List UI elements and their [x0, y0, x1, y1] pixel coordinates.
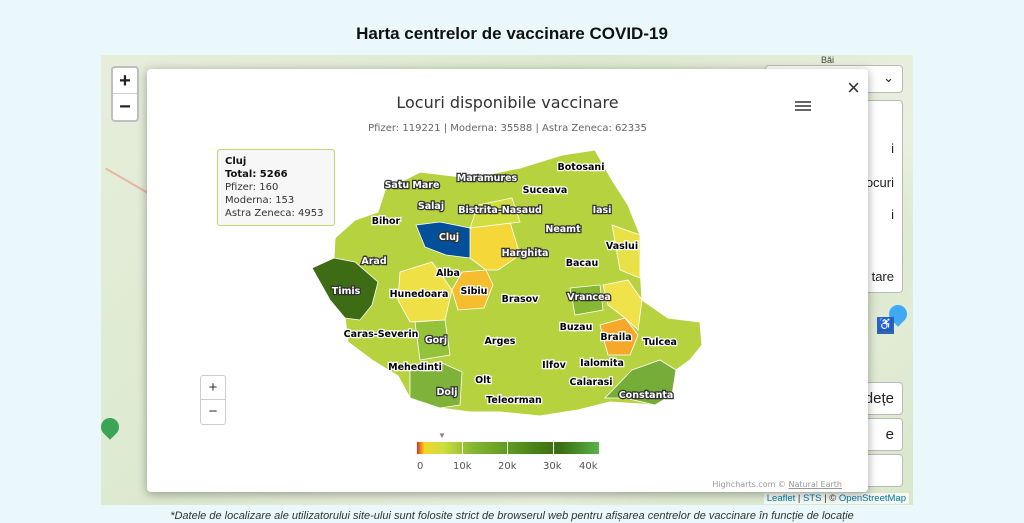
region-label: Neamt: [545, 224, 581, 235]
region-label: Ialomita: [580, 358, 624, 369]
legend-tick: 20k: [498, 461, 517, 472]
region-galati[interactable]: [602, 279, 643, 331]
tooltip-region: Cluj: [225, 156, 247, 167]
info-text: i: [891, 141, 894, 156]
tooltip-pfizer: Pfizer: 160: [225, 182, 279, 193]
natural-earth-link[interactable]: Natural Earth: [788, 480, 842, 489]
region-label: Ilfov: [542, 360, 566, 371]
accessibility-icon: ♿: [877, 317, 894, 334]
region-label: Sibiu: [461, 286, 488, 297]
region-label: Iasi: [593, 205, 612, 216]
leaflet-link[interactable]: Leaflet: [766, 493, 796, 504]
button-label: e: [885, 426, 894, 443]
map-marker-pin[interactable]: [101, 414, 123, 440]
region-vrancea[interactable]: [569, 284, 604, 316]
info-text: tare: [871, 269, 894, 284]
region-label: Botosani: [558, 162, 605, 173]
legend-tick: 0: [417, 461, 424, 472]
region-label: Teleorman: [486, 395, 542, 406]
region-label: Calarasi: [569, 377, 612, 388]
region-vaslui[interactable]: [611, 224, 641, 279]
region-label: Olt: [475, 375, 491, 386]
region-label: Maramures: [457, 173, 518, 184]
chart-subtitle: Pfizer: 119221 | Moderna: 35588 | Astra …: [368, 123, 647, 134]
credits-text: Highcharts.com ©: [712, 480, 789, 489]
region-label: Buzau: [560, 322, 593, 333]
region-gorj[interactable]: [414, 319, 451, 361]
legend-tick: 10k: [453, 461, 472, 472]
map-zoom-in-button[interactable]: +: [113, 68, 137, 94]
region-timis[interactable]: [311, 257, 379, 321]
chart-credits[interactable]: Highcharts.com © Natural Earth: [712, 480, 842, 489]
region-label: Arad: [361, 256, 386, 267]
region-dolj[interactable]: [409, 361, 463, 409]
tooltip-moderna: Moderna: 153: [225, 195, 295, 206]
footer-note: *Datele de localizare ale utilizatorului…: [170, 510, 854, 522]
region-label: Gorj: [425, 335, 447, 346]
region-label: Suceava: [523, 185, 568, 196]
region-label: Caras-Severin: [344, 329, 419, 340]
map-attribution: Leaflet | STS | © OpenStreetMap: [763, 493, 909, 504]
legend-marker-icon: ▼: [438, 431, 446, 440]
region-label: Bihor: [372, 216, 401, 227]
info-text: ocuri: [865, 175, 894, 190]
region-braila[interactable]: [599, 317, 639, 356]
region-label: Cluj: [439, 232, 459, 243]
region-label: Hunedoara: [390, 289, 449, 300]
region-label: Harghita: [502, 248, 549, 259]
region-label: Timis: [332, 286, 361, 297]
map-zoom-control: + −: [111, 66, 139, 122]
legend-tick: 30k: [543, 461, 562, 472]
region-sibiu[interactable]: [451, 269, 494, 311]
region-label: Vaslui: [606, 241, 638, 252]
button-label: dețe: [864, 390, 894, 407]
tooltip-total: Total: 5266: [225, 169, 288, 180]
region-label: Alba: [436, 268, 460, 279]
osm-link[interactable]: OpenStreetMap: [838, 493, 906, 504]
romania-map[interactable]: Botosani Suceava Maramures Satu Mare Salaj Bi…: [147, 69, 868, 492]
region-label: Brasov: [502, 294, 540, 305]
tooltip-astra: Astra Zeneca: 4953: [225, 208, 324, 219]
region-label: Mehedinti: [388, 362, 442, 373]
chevron-down-icon: ⌄: [883, 70, 894, 85]
region-label: Braila: [600, 332, 631, 343]
chart-zoom-in-button[interactable]: +: [201, 376, 225, 400]
page-title: Harta centrelor de vaccinare COVID-19: [356, 24, 668, 43]
region-label: Tulcea: [643, 337, 677, 348]
region-label: Salaj: [418, 201, 444, 212]
region-bistrita-nasaud[interactable]: [469, 197, 521, 229]
region-label: Bacau: [566, 258, 598, 269]
sts-link[interactable]: STS: [803, 493, 822, 504]
chart-zoom-out-button[interactable]: −: [208, 403, 218, 420]
info-text: i: [891, 207, 894, 222]
chart-menu-icon[interactable]: [795, 99, 811, 113]
region-constanta[interactable]: [604, 359, 677, 406]
region-label: Arges: [485, 336, 516, 347]
chart-zoom-control: + −: [200, 375, 226, 425]
region-label: Satu Mare: [385, 180, 440, 191]
copyright: ©: [829, 493, 837, 504]
region-label: Dolj: [437, 387, 458, 398]
region-label: Bistrita-Nasaud: [458, 205, 542, 216]
chart-modal: × Locuri disponibile vaccinare Pfizer: 1…: [147, 69, 868, 492]
tooltip: Cluj Total: 5266 Pfizer: 160 Moderna: 15…: [217, 149, 335, 226]
chart-title: Locuri disponibile vaccinare: [396, 93, 619, 112]
map-zoom-out-button[interactable]: −: [119, 96, 131, 118]
region-label: Vrancea: [567, 292, 611, 303]
map-place-label: Băi: [821, 55, 835, 65]
close-icon[interactable]: ×: [847, 75, 860, 100]
color-legend: [417, 442, 599, 454]
region-label: Constanta: [619, 390, 674, 401]
legend-tick: 40k: [579, 461, 598, 472]
